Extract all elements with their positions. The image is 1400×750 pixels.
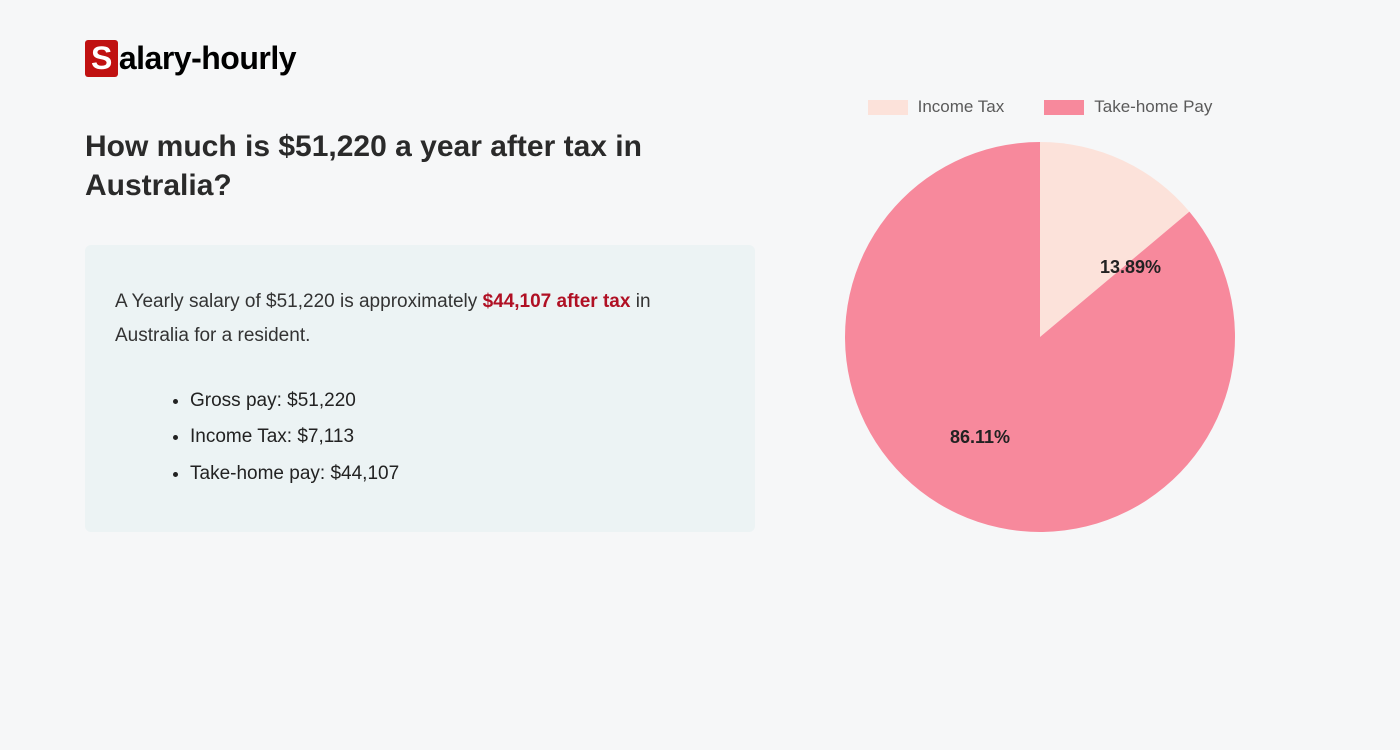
page-title: How much is $51,220 a year after tax in … xyxy=(85,127,755,205)
list-item: Income Tax: $7,113 xyxy=(190,419,725,455)
legend-item-income-tax: Income Tax xyxy=(868,97,1005,117)
legend-item-take-home: Take-home Pay xyxy=(1044,97,1212,117)
summary-list: Gross pay: $51,220 Income Tax: $7,113 Ta… xyxy=(115,383,725,491)
pie-label-take-home: 86.11% xyxy=(950,427,1010,448)
logo-rest: alary-hourly xyxy=(119,40,296,76)
sentence-highlight: $44,107 after tax xyxy=(483,291,631,312)
list-item: Take-home pay: $44,107 xyxy=(190,456,725,492)
sentence-pre: A Yearly salary of $51,220 is approximat… xyxy=(115,291,483,312)
chart-column: Income Tax Take-home Pay 13.89% 86.11% xyxy=(815,97,1265,537)
pie-chart: 13.89% 86.11% xyxy=(840,137,1240,537)
main-content: How much is $51,220 a year after tax in … xyxy=(85,127,1315,537)
pie-label-income-tax: 13.89% xyxy=(1100,257,1161,278)
legend-swatch xyxy=(1044,100,1084,115)
legend-swatch xyxy=(868,100,908,115)
site-logo: Salary-hourly xyxy=(85,40,1315,77)
chart-legend: Income Tax Take-home Pay xyxy=(868,97,1213,117)
text-column: How much is $51,220 a year after tax in … xyxy=(85,127,755,537)
logo-prefix: S xyxy=(85,40,118,77)
summary-box: A Yearly salary of $51,220 is approximat… xyxy=(85,245,755,532)
legend-label: Income Tax xyxy=(918,97,1005,117)
legend-label: Take-home Pay xyxy=(1094,97,1212,117)
summary-sentence: A Yearly salary of $51,220 is approximat… xyxy=(115,285,725,353)
pie-svg xyxy=(840,137,1240,537)
list-item: Gross pay: $51,220 xyxy=(190,383,725,419)
